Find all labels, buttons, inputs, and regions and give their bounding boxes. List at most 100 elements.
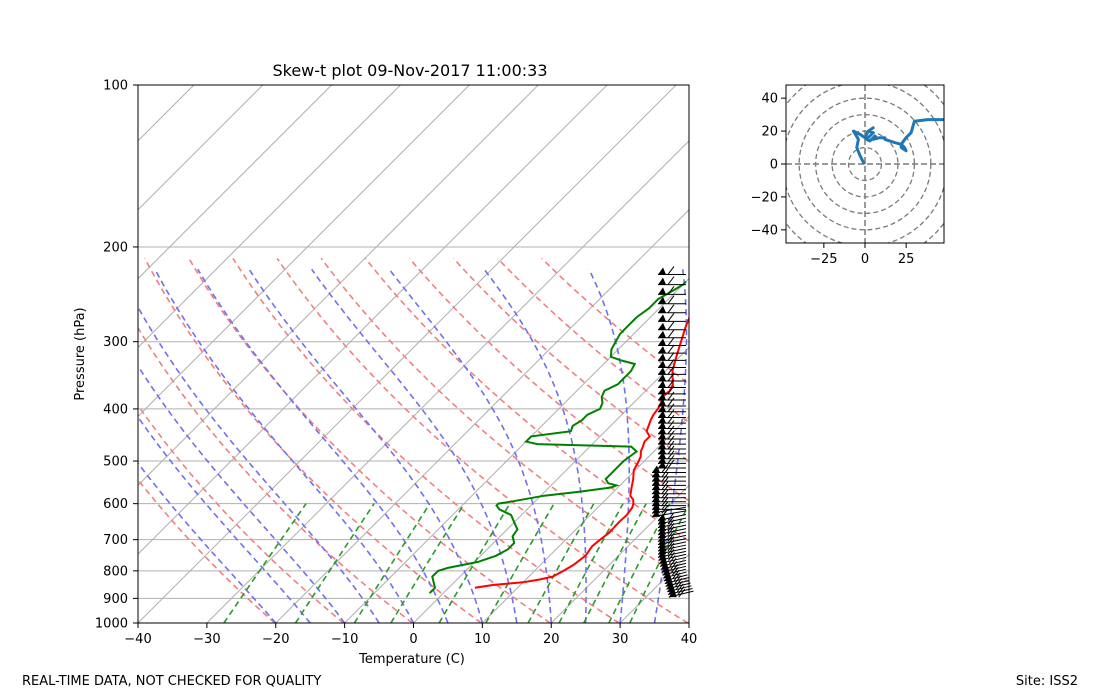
y-tick-label: 1000 — [95, 617, 128, 632]
wind-barb-feather — [668, 552, 675, 561]
wind-barb-flag — [658, 287, 666, 295]
wind-barb-feather — [667, 385, 675, 395]
wind-barb-feather — [667, 266, 675, 275]
wind-barb-feather — [667, 459, 675, 469]
hodograph-y-tick-label: 40 — [761, 92, 778, 107]
x-tick-label: 40 — [681, 632, 698, 647]
isotherm-line — [413, 346, 689, 623]
wind-barb-flag — [652, 502, 660, 510]
wind-barb-feather — [667, 522, 675, 532]
wind-barb-flag — [658, 353, 666, 361]
wind-barb-flag — [658, 446, 666, 454]
y-tick-label: 500 — [103, 455, 128, 470]
hodograph-x-tick-label: −25 — [810, 252, 837, 267]
wind-barb-feather — [674, 575, 682, 584]
moist-adiabat — [388, 268, 553, 623]
wind-barb-feather — [667, 533, 675, 542]
wind-barb-flag — [658, 544, 666, 552]
dry-adiabat — [408, 257, 689, 502]
wind-barb — [658, 286, 686, 295]
wind-barb-flag — [658, 537, 666, 545]
wind-barb-flag — [652, 465, 660, 473]
wind-barb-feather — [667, 545, 675, 555]
wind-barb-feather — [667, 295, 675, 305]
dry-adiabat — [276, 257, 689, 623]
isotherm-line — [482, 415, 689, 623]
wind-barb-feather — [667, 366, 675, 375]
wind-barb-flag — [668, 590, 677, 598]
wind-barb — [658, 276, 686, 286]
hodograph-y-tick-label: −20 — [751, 190, 778, 205]
wind-barb-feather — [667, 276, 675, 285]
wind-barb-flag — [658, 380, 666, 388]
x-tick-label: −30 — [193, 632, 220, 647]
dry-adiabat — [138, 478, 276, 623]
isotherm-line — [138, 85, 332, 280]
wind-barb-feather — [667, 403, 675, 413]
wind-barb-flag — [652, 478, 660, 486]
isotherm-line — [138, 85, 608, 555]
skew-t-profiles — [428, 280, 689, 594]
wind-barb-flag — [658, 404, 666, 412]
wind-barb-feather — [675, 578, 682, 587]
wind-barb-flag — [658, 346, 666, 354]
dry-adiabat — [497, 257, 689, 424]
wind-barb-flag — [658, 392, 666, 400]
wind-barb-feather — [676, 583, 684, 593]
y-axis-label: Pressure (hPa) — [73, 307, 88, 400]
wind-barb-feather — [661, 497, 669, 506]
dewpoint-profile — [428, 280, 687, 594]
wind-barbs — [651, 266, 694, 598]
wind-barb-flag — [652, 490, 660, 498]
wind-barb-feather — [667, 529, 675, 539]
wind-barb-flag — [658, 398, 666, 406]
wind-barb-flag — [658, 305, 666, 313]
x-axis-label: Temperature (C) — [358, 652, 465, 667]
mixing-ratio-line — [485, 503, 555, 623]
wind-barb-feather — [667, 440, 675, 450]
wind-barb-feather — [668, 555, 676, 564]
mixing-ratio-line — [583, 503, 647, 623]
wind-barb-flag — [658, 416, 666, 424]
x-tick-label: 10 — [474, 632, 491, 647]
isotherm-line — [138, 85, 470, 418]
hodograph-trace — [852, 118, 944, 166]
y-tick-label: 900 — [103, 592, 128, 607]
isotherm-line — [0, 85, 56, 623]
y-tick-label: 400 — [103, 402, 128, 417]
mixing-ratio-line — [294, 503, 375, 623]
wind-barb-feather — [667, 536, 675, 545]
wind-barb-flag — [658, 330, 666, 338]
wind-barb-flag — [658, 437, 666, 445]
wind-barb-feather — [667, 359, 675, 368]
wind-barb-feather — [661, 485, 669, 495]
mixing-ratio-line — [353, 503, 431, 623]
wind-barb — [658, 366, 686, 375]
wind-barb-feather — [661, 468, 669, 478]
hodograph-panel: −25 0 25 40 20 0 −20 −40 — [751, 84, 945, 267]
wind-barb-feather — [667, 549, 675, 558]
mixing-ratio-line — [223, 503, 307, 623]
hodograph-x-tick-label: 25 — [898, 252, 915, 267]
wind-barb — [658, 321, 686, 331]
moist-adiabat — [310, 268, 518, 623]
hodograph-x-tick-label: 0 — [861, 252, 869, 267]
wind-barb-flag — [658, 517, 666, 525]
dry-adiabat — [364, 257, 689, 543]
wind-barb-flag — [658, 527, 666, 535]
wind-barb-flag — [658, 314, 666, 322]
wind-barb-flag — [658, 421, 666, 429]
hodograph-y-tick-label: −40 — [751, 223, 778, 238]
isotherm-line — [344, 277, 689, 623]
wind-barb-flag — [652, 469, 660, 477]
isotherm-line — [138, 85, 539, 486]
wind-barb — [658, 359, 686, 368]
wind-barb-flag — [658, 338, 666, 346]
wind-barb-feather — [667, 455, 675, 464]
hodograph-rings — [786, 85, 944, 243]
moist-adiabat — [154, 268, 415, 623]
y-tick-label: 300 — [103, 335, 128, 350]
wind-barb-flag — [658, 540, 666, 548]
wind-barb — [658, 352, 686, 361]
